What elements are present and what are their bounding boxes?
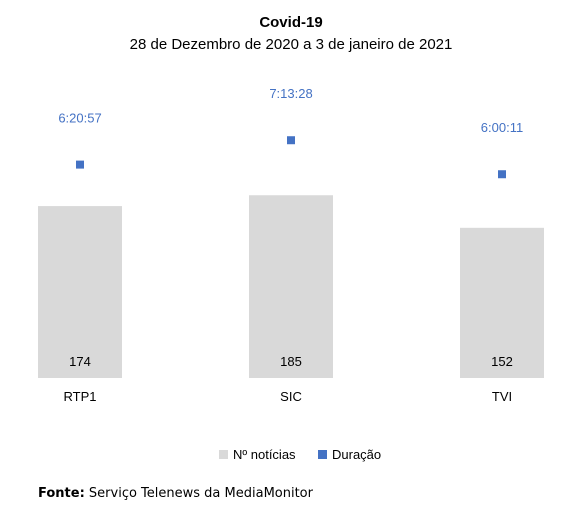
chart-title: Covid-19 bbox=[259, 14, 323, 31]
legend-label-duracao: Duração bbox=[332, 447, 381, 462]
bar-value-label-rtp1: 174 bbox=[69, 354, 91, 369]
bar-rtp1 bbox=[38, 206, 122, 378]
duration-label-sic: 7:13:28 bbox=[269, 86, 312, 101]
bar-sic bbox=[249, 195, 333, 378]
bar-value-label-sic: 185 bbox=[280, 354, 302, 369]
category-label-sic: SIC bbox=[280, 389, 302, 404]
source-note: Fonte: Serviço Telenews da MediaMonitor bbox=[38, 486, 313, 501]
source-label: Fonte: bbox=[38, 486, 85, 501]
duration-label-rtp1: 6:20:57 bbox=[58, 111, 101, 126]
legend-label-noticias: Nº notícias bbox=[233, 447, 296, 462]
legend-swatch-duracao bbox=[318, 450, 327, 459]
duration-marker-tvi bbox=[498, 170, 506, 179]
duration-label-tvi: 6:00:11 bbox=[481, 120, 523, 135]
duration-marker-sic bbox=[287, 136, 295, 145]
category-label-tvi: TVI bbox=[492, 389, 512, 404]
bar-value-label-tvi: 152 bbox=[491, 354, 513, 369]
duration-marker-rtp1 bbox=[76, 160, 84, 169]
source-text: Serviço Telenews da MediaMonitor bbox=[88, 486, 313, 501]
category-label-rtp1: RTP1 bbox=[64, 389, 97, 404]
legend-swatch-noticias bbox=[219, 450, 228, 459]
bar-tvi bbox=[460, 227, 544, 378]
chart-subtitle: 28 de Dezembro de 2020 a 3 de janeiro de… bbox=[129, 36, 453, 53]
